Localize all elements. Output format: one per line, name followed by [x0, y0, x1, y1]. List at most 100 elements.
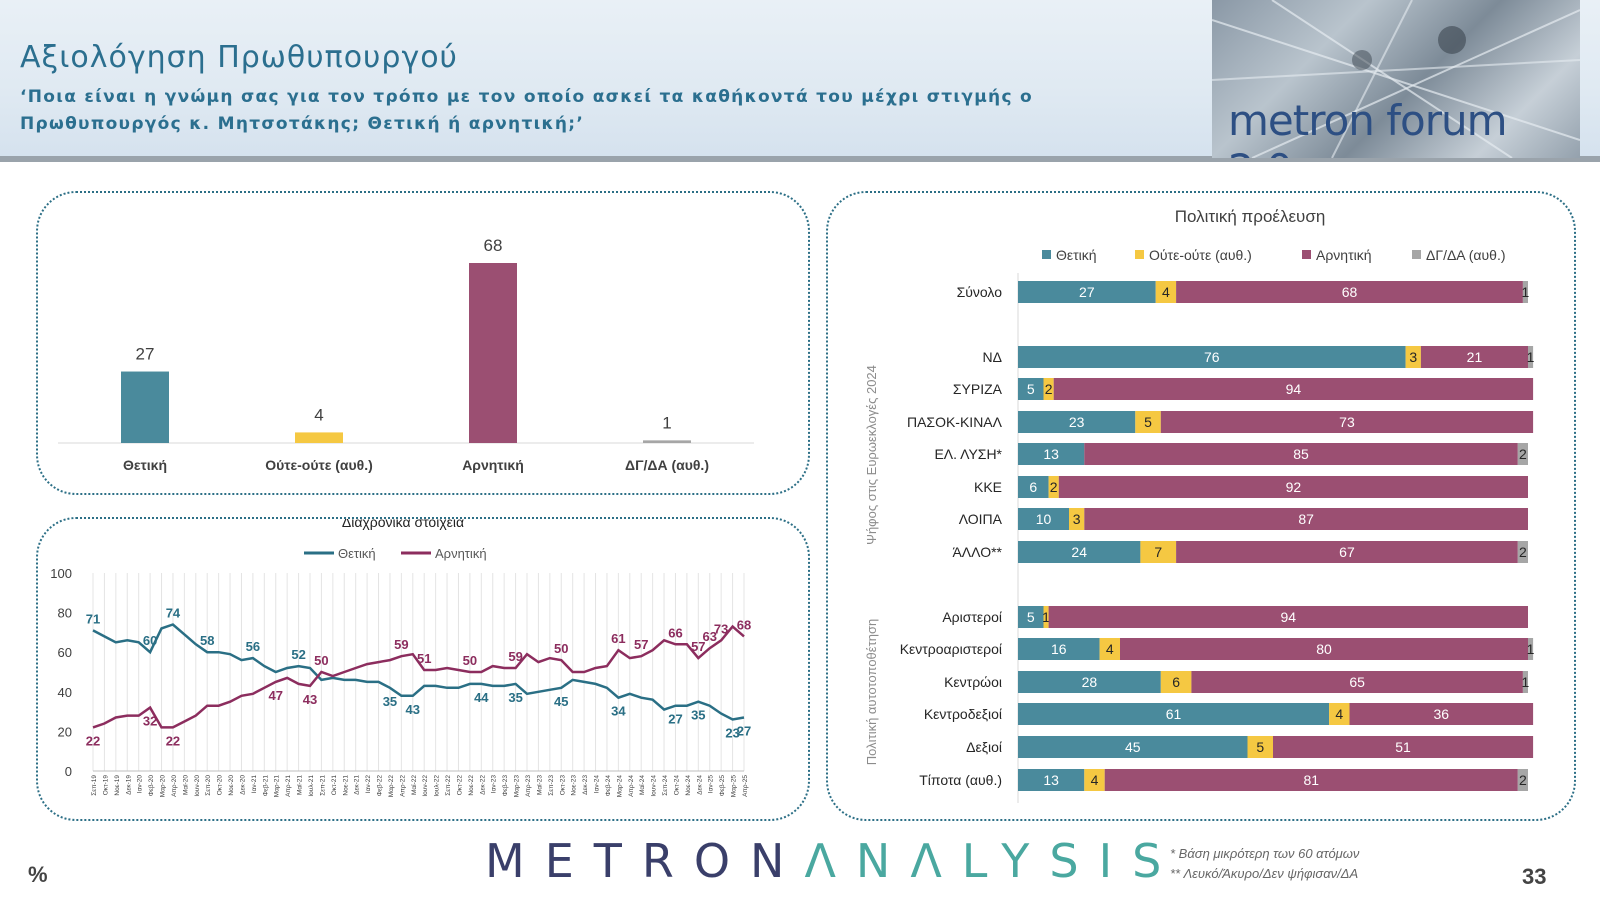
x-tick-label: Μαρ-24 [616, 775, 623, 798]
bar-segment [1018, 346, 1406, 368]
x-tick-label: Απρ-24 [628, 775, 635, 797]
x-tick-label: Δεκ-20 [239, 775, 246, 795]
bar-segment [1522, 281, 1528, 303]
logo-part-metron: METRON [485, 834, 805, 888]
trend-panel: Διαχρονικά στοιχεία Θετική Αρνητική 0 20 40 60… [36, 514, 810, 821]
trend-line-chart: Διαχρονικά στοιχεία Θετική Αρνητική 0 20 40 60… [50, 514, 751, 798]
x-tick-label: Μαϊ-22 [411, 775, 418, 795]
x-tick-label: Ιουλ-21 [308, 775, 315, 797]
data-label-negative: 59 [394, 637, 408, 652]
bar-segment [1018, 378, 1044, 400]
segment-value-label: 5 [1144, 414, 1152, 430]
bar-value-label: 68 [484, 236, 503, 255]
legend-swatch [1042, 250, 1051, 259]
y-tick-label: 20 [58, 724, 72, 739]
x-tick-label: Ιαν-25 [708, 775, 715, 794]
segment-value-label: 3 [1073, 511, 1081, 527]
metronanalysis-logo: METRONΛNΛLYSIS [485, 834, 1181, 888]
political-origin-chart: Πολιτική προέλευση Θετική Ούτε-ούτε (αυθ.)… [864, 207, 1535, 803]
data-label-positive: 71 [86, 611, 100, 626]
segment-value-label: 4 [1106, 641, 1114, 657]
x-tick-label: Σεπ-19 [91, 775, 98, 796]
segment-value-label: 87 [1298, 511, 1314, 527]
x-tick-label: Ιουν-22 [422, 775, 429, 797]
segment-value-label: 13 [1043, 772, 1059, 788]
x-tick-label: Δεκ-23 [582, 775, 589, 795]
segment-value-label: 23 [1069, 414, 1085, 430]
row-label: ΕΛ. ΛΥΣΗ* [934, 446, 1002, 462]
legend-label: Αρνητική [1316, 247, 1372, 263]
bar-segment [1273, 736, 1534, 758]
x-tick-label: Φεβ-25 [719, 775, 726, 797]
bar-segment [1084, 769, 1105, 791]
segment-value-label: 5 [1027, 609, 1035, 625]
x-tick-label: Μαρ-21 [274, 775, 281, 798]
bar-segment [1528, 346, 1534, 368]
bar-segment [1018, 703, 1330, 725]
y-tick-label: 40 [58, 685, 72, 700]
bar-segment [1120, 638, 1528, 660]
bar-segment [1084, 443, 1518, 465]
segment-value-label: 36 [1434, 706, 1450, 722]
row-label: Κεντροδεξιοί [924, 706, 1002, 722]
page-title: Αξιολόγηση Πρωθυπουργού [20, 40, 458, 75]
segment-value-label: 51 [1395, 739, 1411, 755]
bar-segment [1043, 378, 1054, 400]
bar-segment [1420, 346, 1528, 368]
data-label-positive: 58 [200, 633, 214, 648]
x-tick-label: Μαρ-22 [388, 775, 395, 798]
bar-segment [1018, 281, 1156, 303]
x-tick-label: Απρ-25 [742, 775, 749, 797]
bar-segment [1160, 671, 1192, 693]
x-tick-label: Νοε-23 [571, 775, 578, 796]
bar-segment [1053, 378, 1534, 400]
segment-value-label: 81 [1303, 772, 1319, 788]
logo-background-pattern [1212, 0, 1580, 158]
segment-value-label: 28 [1082, 674, 1098, 690]
x-tick-label: Οκτ-22 [456, 775, 463, 796]
series-line-positive [92, 623, 745, 721]
x-tick-label: Σεπ-22 [445, 775, 452, 796]
row-label: Δεξιοί [966, 739, 1002, 755]
data-label-positive: 27 [737, 724, 751, 739]
bar-segment [1517, 541, 1528, 563]
segment-value-label: 1 [1522, 674, 1530, 690]
segment-value-label: 2 [1050, 479, 1058, 495]
legend-swatch [1135, 250, 1144, 259]
data-label-positive: 35 [383, 694, 397, 709]
x-tick-label: Σεπ-23 [548, 775, 555, 796]
segment-value-label: 3 [1409, 349, 1417, 365]
data-label-negative: 50 [554, 641, 568, 656]
bar-segment [1048, 476, 1059, 498]
metron-forum-logo: metron forum 2.0 [1212, 0, 1580, 158]
data-label-positive: 35 [508, 690, 522, 705]
segment-value-label: 61 [1166, 706, 1182, 722]
y-tick-label: 80 [58, 606, 72, 621]
segment-value-label: 1 [1042, 609, 1050, 625]
segment-value-label: 73 [1339, 414, 1355, 430]
legend-label: ΔΓ/ΔΑ (αυθ.) [1426, 247, 1506, 263]
bar-segment [1176, 281, 1523, 303]
origin-chart-title: Πολιτική προέλευση [1175, 207, 1326, 226]
x-tick-label: Ιουν-20 [194, 775, 201, 797]
bar-segment [1155, 281, 1177, 303]
data-label-negative: 73 [714, 621, 728, 636]
segment-value-label: 2 [1045, 381, 1053, 397]
segment-value-label: 24 [1071, 544, 1087, 560]
bar-3 [469, 263, 517, 443]
data-label-negative: 66 [668, 625, 682, 640]
trend-chart-title: Διαχρονικά στοιχεία [342, 519, 464, 530]
data-label-negative: 50 [463, 653, 477, 668]
row-label: ΣΥΡΙΖΑ [953, 381, 1003, 397]
bar-segment [1069, 508, 1085, 530]
bar-segment [1099, 638, 1120, 660]
x-tick-label: Νοε-24 [685, 775, 692, 796]
segment-value-label: 13 [1043, 446, 1059, 462]
x-tick-label: Μαρ-25 [731, 775, 738, 798]
x-tick-label: Οκτ-20 [217, 775, 224, 796]
bar-segment [1058, 476, 1528, 498]
logo-text: metron forum 2.0 [1228, 96, 1508, 158]
bar-segment [1247, 736, 1273, 758]
segment-value-label: 1 [1522, 284, 1530, 300]
data-label-negative: 59 [508, 649, 522, 664]
